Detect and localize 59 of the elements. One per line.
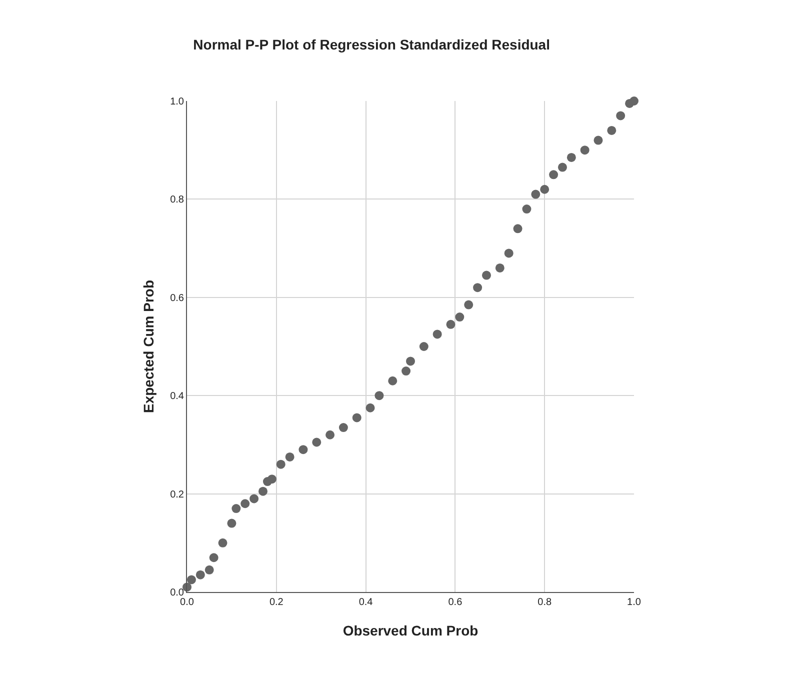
point xyxy=(374,391,384,400)
point xyxy=(580,146,590,155)
point xyxy=(616,111,626,120)
point xyxy=(549,170,558,180)
y-tick-label: 0.6 xyxy=(170,292,184,304)
point xyxy=(540,184,550,194)
x-tick-label: 0.6 xyxy=(448,597,463,608)
point xyxy=(232,504,241,514)
point xyxy=(312,438,322,447)
point xyxy=(464,300,474,310)
point xyxy=(218,538,228,548)
point xyxy=(250,494,259,504)
point xyxy=(388,376,398,386)
point xyxy=(227,518,236,528)
point xyxy=(267,474,276,484)
point xyxy=(298,445,308,454)
x-tick-label: 0.0 xyxy=(180,597,194,608)
y-axis-title: Expected Cum Prob xyxy=(140,280,157,414)
point xyxy=(209,553,218,562)
y-tick-label: 0.2 xyxy=(170,489,184,500)
point xyxy=(338,423,348,432)
point xyxy=(366,403,375,412)
point xyxy=(196,570,205,580)
y-tick-label: 0.8 xyxy=(170,194,184,206)
x-tick-label: 0.2 xyxy=(269,597,284,608)
point xyxy=(432,330,442,339)
point xyxy=(513,224,522,234)
point xyxy=(594,136,603,145)
point xyxy=(495,263,504,272)
point xyxy=(482,270,491,280)
point xyxy=(204,565,214,574)
point xyxy=(607,126,616,135)
point xyxy=(406,356,415,366)
point xyxy=(455,312,464,322)
y-tick-label: 0.4 xyxy=(170,391,184,402)
point xyxy=(504,248,514,258)
point xyxy=(352,413,362,422)
x-tick-label: 1.0 xyxy=(627,597,642,608)
point xyxy=(276,460,286,469)
chart-title: Normal P-P Plot of Regression Standardized Residual xyxy=(193,36,550,52)
point xyxy=(240,499,250,508)
x-tick-label: 0.8 xyxy=(538,597,552,608)
point xyxy=(522,204,532,214)
point xyxy=(186,575,196,584)
point xyxy=(446,320,456,329)
y-tick-label: 0.0 xyxy=(170,588,184,598)
point xyxy=(558,162,567,172)
x-axis-title: Observed Cum Prob xyxy=(342,622,478,638)
point xyxy=(630,96,638,106)
point xyxy=(531,190,540,199)
point xyxy=(402,366,411,376)
point xyxy=(326,430,335,440)
y-tick-label: 1.0 xyxy=(170,96,184,108)
point xyxy=(258,486,268,496)
x-tick-label: 0.4 xyxy=(358,597,374,608)
point xyxy=(473,283,482,292)
point xyxy=(419,342,428,351)
point xyxy=(566,152,576,162)
point xyxy=(285,452,294,462)
